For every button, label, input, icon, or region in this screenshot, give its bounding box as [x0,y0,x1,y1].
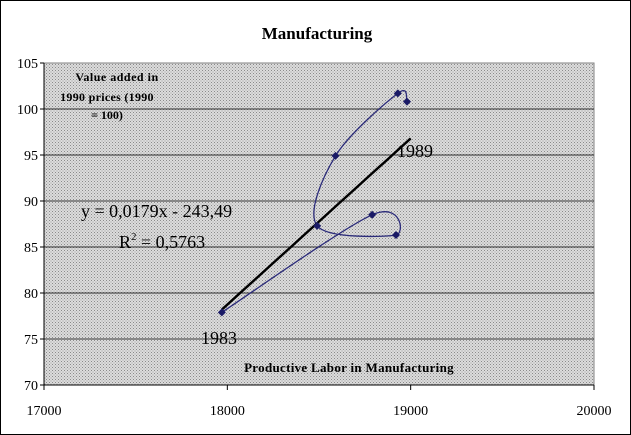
data-markers [217,89,411,317]
y-tick-label: 100 [17,103,38,118]
y-tick-label: 75 [24,333,38,348]
y-tick-label: 95 [24,149,38,164]
chart-title: Manufacturing [262,24,373,43]
y-axis-label-line-1: Value added in [75,70,158,84]
data-point-marker [403,97,411,106]
y-tick-label: 80 [24,287,38,302]
y-tick-label: 105 [17,57,38,72]
x-tick-label: 20000 [577,404,612,419]
y-axis-label-line-3: = 100) [91,108,123,122]
y-tick-label: 85 [24,241,38,256]
axes [43,63,594,386]
y-tick-labels: 70 75 80 85 90 95 100 105 [17,57,44,394]
gridlines [44,108,594,340]
series-curve [221,89,408,313]
data-point-marker [313,221,322,230]
r2-superscript: 2 [131,231,137,243]
y-tick-label: 90 [24,195,38,210]
data-point-marker [393,89,402,98]
annotation-start-year: 1983 [201,328,237,348]
y-axis-label-line-2: 1990 prices (1990 [60,90,154,104]
x-axis-label: Productive Labor in Manufacturing [244,360,454,375]
x-tick-label: 18000 [210,404,245,419]
x-tick-labels: 17000 18000 19000 20000 [27,385,612,419]
annotation-end-year: 1989 [397,141,433,161]
trend-r-squared: R2 = 0,5763 [119,231,205,252]
x-tick-label: 19000 [393,404,428,419]
data-point-marker [331,151,340,160]
data-point-marker [217,308,226,317]
data-point-marker [368,210,377,219]
r2-value: = 0,5763 [137,232,206,252]
data-point-marker [392,231,400,240]
y-tick-label: 70 [24,379,38,394]
r2-prefix: R [119,232,131,252]
x-tick-label: 17000 [27,404,62,419]
trend-equation: y = 0,0179x - 243,49 [81,201,232,221]
